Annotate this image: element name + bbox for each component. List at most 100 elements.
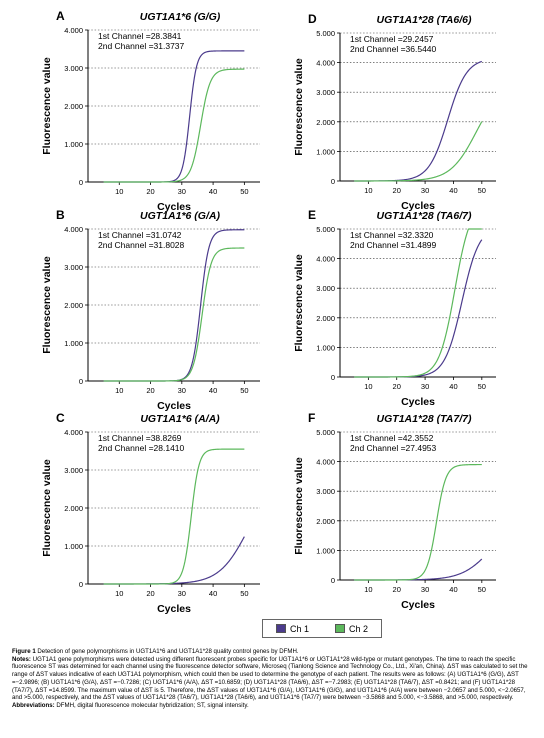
annotation-second-channel: 2nd Channel =36.5440 [350,44,437,54]
annotation-first-channel: 1st Channel =38.8269 [98,433,182,443]
y-tick-label: 2.000 [64,301,83,310]
series-line-ch2 [354,228,482,378]
caption-notes-text: UGT1A1 gene polymorphisms were detected … [12,655,528,702]
chart-panel-e: E UGT1A1*28 (TA6/7) 0 1.000 2.000 3.000 4.000 5… [293,208,496,408]
annotation-second-channel: 2nd Channel =31.8028 [98,240,185,250]
legend-swatch-ch2 [334,624,345,633]
x-tick-label: 30 [421,186,429,195]
annotation-first-channel: 1st Channel =42.3552 [350,433,434,443]
series-line-ch1 [354,239,483,378]
panel-letter: A [56,9,65,23]
chart-panel-c: C UGT1A1*6 (A/A) 0 1.000 2.000 3.000 4.000 10 20… [41,411,260,615]
y-tick-label: 3.000 [64,64,83,73]
y-axis-label: Fluorescence value [293,58,305,156]
x-tick-label: 10 [115,589,123,598]
y-tick-label: 4.000 [316,458,335,467]
x-tick-label: 40 [449,585,457,594]
legend-label-ch1: Ch 1 [289,623,309,634]
y-tick-label: 2.000 [64,102,83,111]
y-tick-label: 3.000 [64,466,83,475]
x-axis-label: Cycles [401,200,435,212]
y-tick-label: 0 [79,580,83,589]
x-tick-label: 20 [393,585,401,594]
y-tick-label: 5.000 [316,225,335,234]
panel-letter: B [56,208,65,222]
caption-notes-label: Notes: [12,655,31,663]
x-axis-label: Cycles [401,599,435,611]
legend-label-ch2: Ch 2 [348,623,368,634]
panel-letter: D [308,12,317,26]
y-tick-label: 0 [331,576,335,585]
y-tick-label: 2.000 [316,118,335,127]
x-tick-label: 40 [209,187,217,196]
y-tick-label: 1.000 [316,147,335,156]
annotation-second-channel: 2nd Channel =31.4899 [350,240,437,250]
y-tick-label: 5.000 [316,428,335,437]
x-tick-label: 30 [178,589,186,598]
legend-item-ch2: Ch 2 [334,623,368,634]
chart-panel-b: B UGT1A1*6 (G/A) 0 1.000 2.000 3.000 4.000 10 20… [41,208,260,412]
annotation-first-channel: 1st Channel =28.3841 [98,31,182,41]
x-axis-label: Cycles [157,603,191,615]
x-tick-label: 20 [393,382,401,391]
y-tick-label: 3.000 [316,284,335,293]
x-tick-label: 20 [146,187,154,196]
y-tick-label: 1.000 [64,140,83,149]
caption-figure-label: Figure 1 [12,648,36,655]
chart-panel-a: A UGT1A1*6 (G/G) 0 1.000 2.000 3.000 4.000 10 20… [41,9,260,213]
y-tick-label: 2.000 [316,517,335,526]
y-tick-label: 4.000 [64,428,83,437]
legend-item-ch1: Ch 1 [275,623,309,634]
chart-title: UGT1A1*6 (A/A) [140,413,220,425]
caption-abbr-text: DFMH, digital fluorescence molecular hyb… [56,701,249,709]
x-tick-label: 40 [449,186,457,195]
x-tick-label: 20 [146,589,154,598]
x-tick-label: 10 [364,186,372,195]
x-tick-label: 50 [240,386,248,395]
chart-title: UGT1A1*28 (TA6/6) [377,14,472,26]
chart-title: UGT1A1*28 (TA6/7) [377,210,472,222]
chart-title: UGT1A1*6 (G/A) [140,210,220,222]
y-tick-label: 4.000 [64,26,83,35]
annotation-first-channel: 1st Channel =29.2457 [350,34,434,44]
chart-title: UGT1A1*6 (G/G) [140,11,221,23]
y-tick-label: 3.000 [316,88,335,97]
series-line-ch2 [103,448,245,585]
y-tick-label: 5.000 [316,29,335,38]
y-tick-label: 4.000 [316,59,335,68]
x-tick-label: 30 [421,382,429,391]
x-tick-label: 30 [178,187,186,196]
figure-caption: Figure 1 Detection of gene polymorphisms… [12,648,534,710]
x-tick-label: 40 [209,589,217,598]
x-tick-label: 10 [364,382,372,391]
annotation-first-channel: 1st Channel =32.3320 [350,230,434,240]
x-tick-label: 50 [240,187,248,196]
x-tick-label: 20 [146,386,154,395]
y-axis-label: Fluorescence value [41,57,53,155]
x-tick-label: 50 [478,382,486,391]
y-tick-label: 1.000 [64,339,83,348]
x-tick-label: 50 [478,585,486,594]
x-tick-label: 30 [421,585,429,594]
x-tick-label: 10 [364,585,372,594]
y-tick-label: 3.000 [316,487,335,496]
caption-title-line: Figure 1 Detection of gene polymorphisms… [12,648,534,656]
y-tick-label: 4.000 [316,255,335,264]
y-axis-label: Fluorescence value [41,256,53,354]
x-tick-label: 50 [478,186,486,195]
y-tick-label: 0 [79,377,83,386]
series-line-ch1 [354,60,483,182]
annotation-first-channel: 1st Channel =31.0742 [98,230,182,240]
y-tick-label: 1.000 [316,343,335,352]
caption-abbr-label: Abbreviations: [12,701,55,709]
legend-swatch-ch1 [275,624,286,633]
caption-abbreviations: Abbreviations: DFMH, digital fluorescenc… [12,702,534,710]
x-tick-label: 20 [393,186,401,195]
legend: Ch 1 Ch 2 [262,619,382,638]
annotation-second-channel: 2nd Channel =27.4953 [350,443,437,453]
x-tick-label: 10 [115,386,123,395]
annotation-second-channel: 2nd Channel =31.3737 [98,41,185,51]
y-tick-label: 1.000 [316,546,335,555]
y-tick-label: 3.000 [64,263,83,272]
